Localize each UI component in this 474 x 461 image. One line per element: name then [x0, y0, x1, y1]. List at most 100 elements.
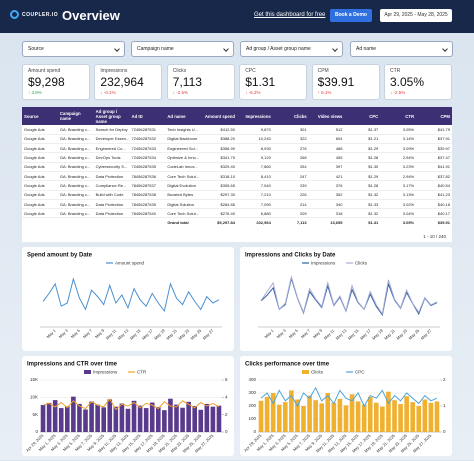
page-title: Overview — [62, 8, 120, 23]
filter[interactable]: Ad name — [350, 41, 453, 57]
bar — [258, 400, 264, 432]
table-cell — [58, 218, 94, 227]
logo: COUPLER.IO — [22, 12, 59, 18]
table-cell: 3.02% — [380, 199, 417, 210]
bar — [331, 402, 337, 432]
table-cell: Google Ads — [22, 199, 58, 210]
filter[interactable]: Campaign name — [131, 41, 234, 57]
table-cell: 3.14% — [380, 134, 417, 145]
table-cell: Google Ads — [22, 208, 58, 219]
column-header: Ad ID — [129, 107, 166, 125]
x-tick-label: May 17 — [141, 327, 154, 340]
table-cell: GA: Branding c... — [57, 190, 94, 200]
table-cell: $1.37 — [344, 125, 381, 135]
bar — [113, 406, 119, 432]
table-cell: $37.91 — [416, 134, 452, 145]
table-cell: GA: Branding c... — [57, 208, 94, 219]
kpi-value: 232,964 — [100, 75, 144, 89]
legend-label: CPC — [355, 370, 365, 375]
chart: Impressions and CTR over time Impressions… — [25, 362, 228, 454]
bar — [180, 407, 185, 432]
table-cell: 421 — [308, 171, 345, 182]
legend-label: Amount spend — [115, 261, 145, 266]
table-cell: $37.82 — [416, 171, 452, 182]
y2-tick-label: 0 — [225, 429, 228, 434]
table-cell: $40.18 — [416, 199, 452, 210]
y-tick-label: 300 — [248, 390, 256, 395]
series-line — [260, 274, 438, 316]
bar — [349, 394, 355, 432]
y-tick-label: 200 — [248, 403, 256, 408]
bar — [282, 402, 288, 432]
table-row: Google Ads GA: Branding c... Search for De… — [22, 125, 452, 135]
table-cell: 78456287536 — [129, 171, 166, 182]
y-tick-label: 100 — [248, 416, 256, 421]
table-cell: $412.50 — [201, 125, 237, 135]
table-row: Google Ads GA: Branding c... DevOps Tools 7… — [22, 152, 452, 163]
bar — [210, 406, 216, 432]
table-cell: 2.94% — [380, 152, 417, 163]
table-cell: $297.30 — [201, 190, 237, 200]
table-cell: 247 — [272, 171, 309, 182]
table-cell: 8,930 — [236, 143, 273, 154]
table-cell: Developer Essen... — [93, 134, 130, 145]
bar — [398, 404, 403, 432]
data-table: Source Campaign name Ad group / Asset grou… — [22, 107, 452, 227]
bar — [422, 399, 428, 432]
bar — [319, 403, 325, 432]
table-cell: Core Tech Solut... — [165, 208, 202, 219]
column-header: Source — [22, 107, 58, 125]
x-tick-label: May 5 — [288, 327, 300, 339]
table-row: Google Ads GA: Branding c... Build with Co… — [22, 190, 452, 200]
y2-tick-label: 2 — [225, 412, 228, 417]
bar — [301, 406, 306, 432]
table-cell: 276 — [272, 143, 309, 154]
bar — [355, 401, 361, 432]
promo-link[interactable]: Get this dashboard for free — [254, 12, 326, 18]
x-tick-label: May 15 — [129, 327, 142, 340]
table-cell: Search for Deploy — [93, 125, 130, 135]
x-tick-label: May 13 — [117, 327, 130, 340]
x-tick-label: May 7 — [82, 327, 94, 339]
kpi-change: ↑ 6.1% — [317, 90, 332, 95]
table-cell: 268 — [272, 152, 309, 163]
date-picker[interactable]: Apr 29, 2025 - May 28, 2025 — [380, 9, 452, 22]
kpi-card: Clicks 7,113 ↓ -2.5% — [166, 64, 235, 100]
table-cell: Google Ads — [22, 125, 58, 135]
table-cell: 254 — [272, 162, 309, 173]
kpi-label: Clicks — [172, 68, 187, 74]
table-cell: $1.33 — [344, 199, 381, 210]
table-cell: $276.40 — [201, 208, 237, 219]
table-cell: $388.20 — [201, 134, 237, 145]
kpi-card: CTR 3.05% ↓ -2.5% — [384, 64, 452, 100]
demo-button[interactable]: Book a Demo — [330, 9, 372, 22]
x-tick-label: May 19 — [371, 327, 384, 340]
table-cell: $329.40 — [201, 162, 237, 173]
bar — [174, 404, 179, 432]
column-header: Clicks — [272, 107, 309, 125]
table-cell: 72456287532 — [129, 134, 166, 145]
kpi-label: Amount spend — [28, 68, 61, 74]
table-cell: $1.32 — [344, 208, 381, 219]
chart-title: Clicks performance over time — [245, 362, 330, 368]
table-cell: 8,410 — [236, 171, 273, 182]
bar — [101, 407, 107, 432]
table-cell: 340 — [308, 199, 345, 210]
table-cell: $39.97 — [416, 143, 452, 154]
table-cell: 9,120 — [236, 152, 273, 163]
filter[interactable]: Source — [22, 41, 125, 57]
total-cell: Grand total — [167, 220, 189, 226]
x-tick-label: May 25 — [407, 327, 420, 340]
table-cell: Boosted Bytes — [165, 190, 202, 200]
pager[interactable]: 1 - 10 / 240 — [423, 234, 446, 239]
filter[interactable]: Ad group / Asset group name — [240, 41, 343, 57]
table-cell — [94, 218, 130, 227]
table-cell: Optimize & Inno... — [165, 152, 202, 163]
x-tick-label: May 21 — [383, 327, 396, 340]
y-tick-label: 0 — [253, 429, 256, 434]
chart-title: Spend amount by Date — [27, 253, 93, 259]
bar — [149, 402, 155, 432]
x-tick-label: May 9 — [94, 327, 106, 339]
series-line — [260, 386, 438, 408]
x-tick-label: May 21 — [165, 327, 178, 340]
